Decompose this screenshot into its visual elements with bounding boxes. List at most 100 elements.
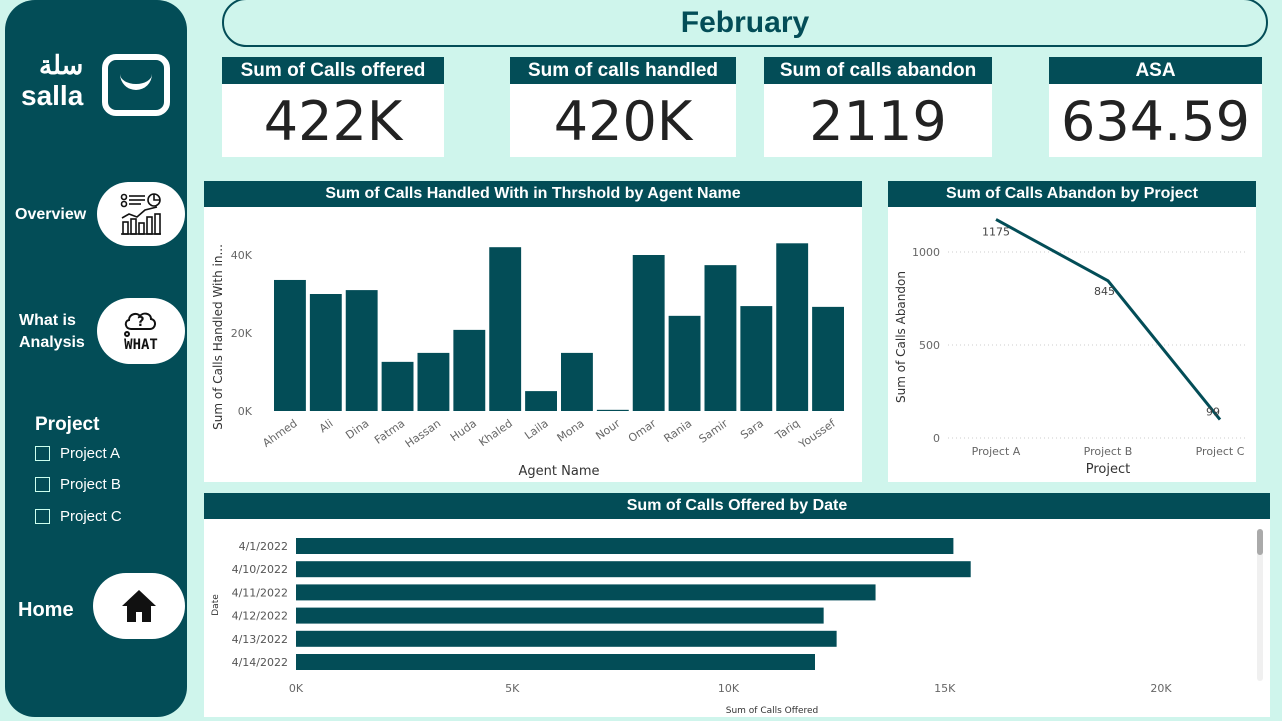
- x-axis-title: Agent Name: [519, 464, 600, 479]
- x-tick-label: Khaled: [477, 417, 515, 449]
- bar: [740, 306, 773, 411]
- overview-label: Overview: [15, 206, 87, 223]
- x-tick-label: Samir: [696, 417, 730, 446]
- overview-button[interactable]: [97, 182, 185, 246]
- home-button[interactable]: [93, 573, 185, 639]
- bar: [561, 352, 593, 411]
- y-axis-title: Sum of Calls Abandon: [894, 271, 908, 403]
- bar: [296, 630, 837, 647]
- scrollbar[interactable]: [1257, 529, 1263, 681]
- x-tick-label: Nour: [593, 417, 623, 443]
- chart-title: Sum of Calls Abandon by Project: [888, 181, 1256, 207]
- home-label: Home: [18, 599, 74, 621]
- checkbox-box[interactable]: [35, 446, 50, 461]
- sidebar: سلة salla Overview What is Analysis ? WH…: [5, 0, 187, 717]
- bar: [453, 329, 486, 411]
- logo-latin: salla: [21, 80, 84, 111]
- logo-arabic: سلة: [39, 50, 84, 80]
- y-tick-label: 4/14/2022: [232, 656, 288, 669]
- y-tick-label: 4/13/2022: [232, 633, 288, 646]
- y-tick-label: 4/12/2022: [232, 610, 288, 623]
- kpi-value: 422K: [222, 84, 444, 157]
- project-c-checkbox[interactable]: Project C: [35, 508, 122, 525]
- x-tick-label: Ali: [317, 417, 336, 435]
- kpi-label: Sum of calls abandon: [764, 57, 992, 84]
- bar: [274, 279, 306, 411]
- x-tick-label: Rania: [661, 417, 694, 445]
- bar: [296, 607, 824, 624]
- y-tick-label: 4/10/2022: [232, 563, 288, 576]
- y-tick-label: 0: [933, 432, 940, 445]
- bar: [296, 538, 954, 554]
- kpi-card-calls-offered: Sum of Calls offered 422K: [222, 57, 444, 157]
- x-tick-label: Dina: [343, 417, 371, 442]
- chart-title: Sum of Calls Handled With in Thrshold by…: [204, 181, 862, 207]
- x-tick-label: 15K: [934, 682, 956, 695]
- bar: [668, 315, 701, 411]
- scrollbar-thumb[interactable]: [1257, 529, 1263, 555]
- svg-text:?: ?: [137, 315, 145, 330]
- project-filter-title: Project: [35, 414, 100, 435]
- date-bar-chart-panel: Sum of Calls Offered by Date 4/1/2022 4/1…: [204, 493, 1270, 717]
- kpi-value: 2119: [764, 84, 992, 157]
- salla-logo: سلة salla: [19, 50, 179, 120]
- x-axis-title: Project: [1086, 462, 1130, 477]
- x-axis-title: Sum of Calls Offered: [726, 706, 819, 716]
- bar: [345, 290, 378, 411]
- x-tick-label: Ahmed: [260, 417, 299, 450]
- y-tick-label: 40K: [231, 249, 253, 262]
- x-tick-label: Youssef: [796, 416, 839, 451]
- kpi-value: 420K: [510, 84, 736, 157]
- x-tick-label: 20K: [1150, 682, 1172, 695]
- y-tick-label: 500: [919, 339, 940, 352]
- checkbox-box[interactable]: [35, 509, 50, 524]
- data-label: 99: [1206, 406, 1220, 419]
- y-tick-label: 20K: [231, 327, 253, 340]
- checkbox-label: Project C: [60, 508, 122, 525]
- home-icon: [122, 590, 156, 622]
- x-tick-label: Project B: [1084, 445, 1133, 458]
- checkbox-box[interactable]: [35, 477, 50, 492]
- x-tick-label: Laila: [522, 417, 551, 442]
- kpi-label: Sum of Calls offered: [222, 57, 444, 84]
- analysis-label-1: What is: [19, 312, 76, 329]
- chart-title: Sum of Calls Offered by Date: [204, 493, 1270, 519]
- bar: [525, 391, 557, 411]
- y-axis-title: Sum of Calls Handled With in...: [211, 244, 225, 430]
- project-line-chart: 0 500 1000 1175 Project A 845 Project B 99 Proje…: [894, 218, 1248, 477]
- checkbox-label: Project B: [60, 476, 121, 493]
- x-tick-label: Sara: [738, 417, 766, 442]
- logo-bag-icon: [102, 54, 170, 116]
- line-series: [995, 218, 1222, 421]
- y-tick-label: 1000: [912, 246, 940, 259]
- bar: [296, 584, 876, 601]
- data-label: 845: [1094, 285, 1115, 298]
- what-icon-text: WHAT: [124, 337, 158, 353]
- checkbox-label: Project A: [60, 445, 121, 462]
- data-label: 1175: [982, 225, 1010, 238]
- project-b-checkbox[interactable]: Project B: [35, 476, 121, 493]
- y-tick-label: 0K: [238, 405, 253, 418]
- bar: [417, 352, 450, 411]
- bar: [309, 294, 342, 411]
- kpi-card-asa: ASA 634.59: [1049, 57, 1262, 157]
- kpi-label: ASA: [1049, 57, 1262, 84]
- thought-question-icon: ?: [124, 312, 156, 337]
- kpi-value: 634.59: [1049, 84, 1262, 157]
- kpi-label: Sum of calls handled: [510, 57, 736, 84]
- x-tick-label: Huda: [448, 417, 479, 444]
- x-tick-label: Project A: [972, 445, 1021, 458]
- y-tick-label: 4/11/2022: [232, 586, 288, 599]
- dashboard-chart-icon: [120, 193, 161, 235]
- x-tick-label: 10K: [718, 682, 740, 695]
- bar: [296, 654, 815, 670]
- x-tick-label: 5K: [505, 682, 520, 695]
- what-is-analysis-button[interactable]: ? WHAT: [97, 298, 185, 364]
- kpi-card-calls-handled: Sum of calls handled 420K: [510, 57, 736, 157]
- bar: [632, 255, 665, 411]
- date-bar-chart: 4/1/2022 4/10/2022 4/11/2022 4/12/2022 4/13/…: [211, 538, 1172, 716]
- project-line-chart-panel: Sum of Calls Abandon by Project 0 500 1000…: [888, 181, 1256, 482]
- bar: [296, 561, 971, 578]
- project-a-checkbox[interactable]: Project A: [35, 445, 120, 462]
